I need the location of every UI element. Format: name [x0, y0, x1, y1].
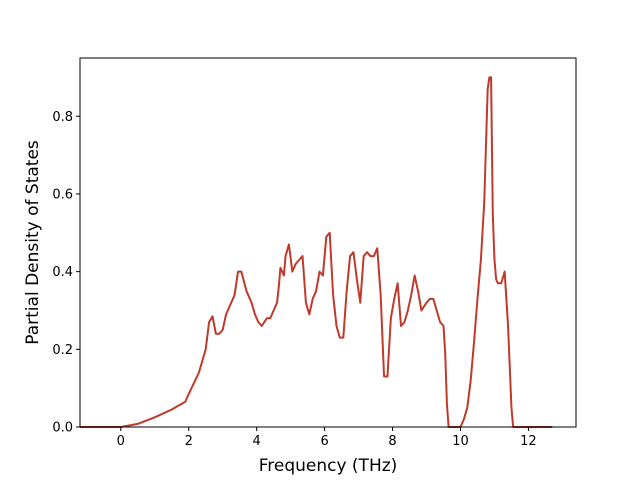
x-tick-label: 8 [388, 434, 396, 449]
y-axis: 0.0 0.2 0.4 0.6 0.8 [52, 110, 80, 436]
x-tick-label: 6 [320, 434, 328, 449]
x-tick-label: 4 [253, 434, 261, 449]
axes-frame [79, 57, 577, 428]
y-tick-label: 0.6 [52, 187, 73, 202]
y-tick-label: 0.4 [52, 265, 73, 280]
y-tick-label: 0.2 [52, 343, 73, 358]
series-layer [80, 76, 553, 428]
x-axis: 0 2 4 6 8 10 12 [117, 427, 537, 449]
y-axis-label: Partial Density of States [23, 140, 43, 345]
y-tick-label: 0.0 [52, 421, 73, 436]
x-tick-label: 2 [185, 434, 193, 449]
x-axis-label: Frequency (THz) [259, 456, 398, 476]
plot-area [80, 58, 576, 427]
series-line-0 [80, 76, 553, 428]
x-tick-label: 0 [117, 434, 125, 449]
x-tick-label: 10 [452, 434, 469, 449]
x-tick-label: 12 [520, 434, 537, 449]
y-tick-label: 0.8 [52, 110, 73, 125]
